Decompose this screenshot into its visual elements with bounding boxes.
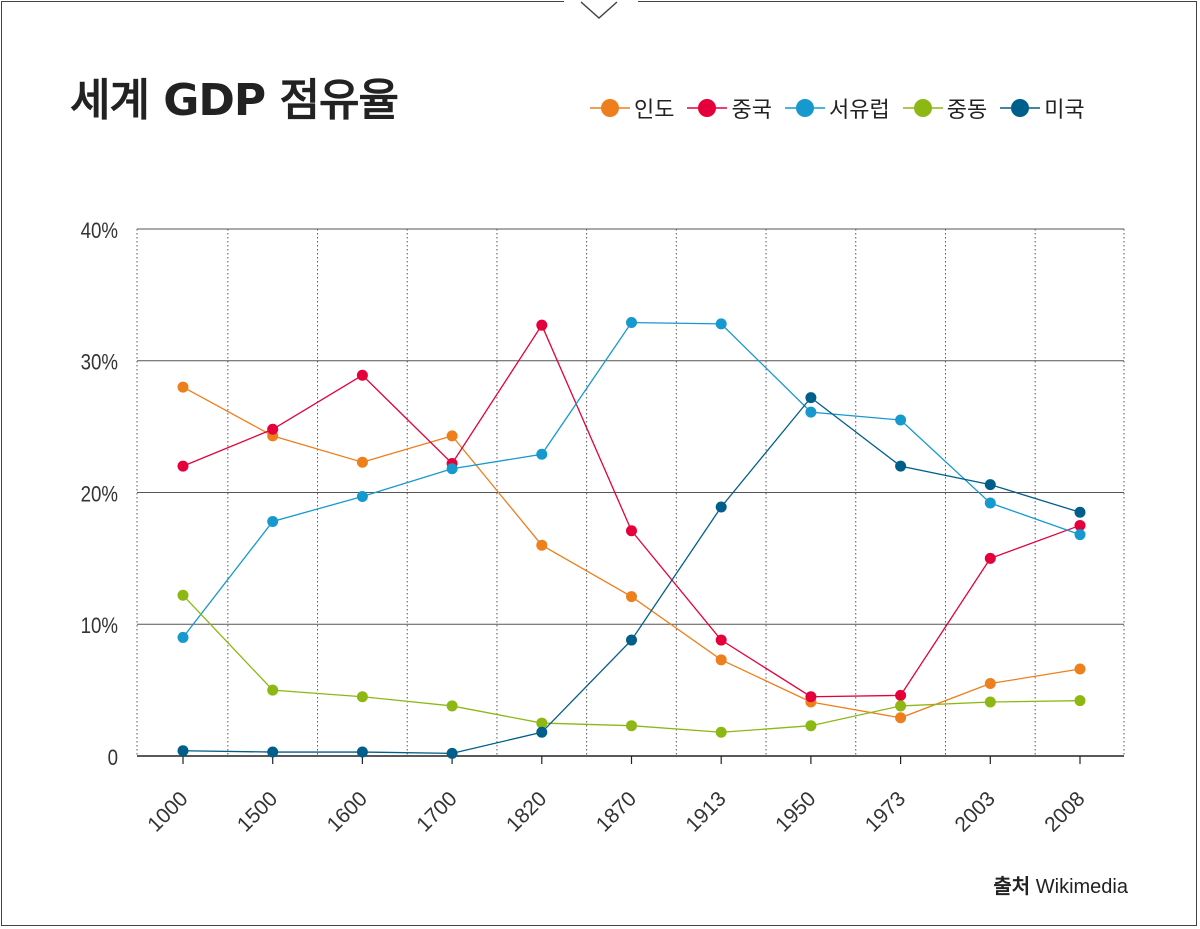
y-tick-label: 40% — [81, 220, 118, 244]
data-point — [356, 456, 368, 468]
x-tick-label: 1820 — [502, 787, 551, 836]
series-line — [182, 386, 1081, 719]
data-point — [446, 747, 458, 759]
data-point — [177, 589, 189, 601]
x-tick-label: 1973 — [861, 787, 910, 836]
data-point — [895, 460, 907, 472]
data-point — [536, 539, 548, 551]
data-point — [446, 463, 458, 475]
data-point — [626, 591, 637, 603]
x-tick-label: 1500 — [233, 787, 282, 836]
data-point — [1074, 519, 1086, 531]
data-point — [805, 406, 817, 418]
data-point — [895, 712, 907, 724]
data-point — [805, 392, 817, 404]
data-point — [356, 369, 368, 381]
legend-item: 인도 — [590, 92, 674, 124]
data-point — [895, 700, 907, 712]
legend-label: 중국 — [731, 98, 772, 123]
y-tick-label: 10% — [81, 615, 118, 639]
legend-swatch — [784, 99, 825, 117]
data-point — [536, 319, 548, 331]
data-point — [715, 501, 727, 513]
legend-label: 미국 — [1044, 98, 1085, 123]
legend-item: 서유럽 — [784, 92, 890, 124]
legend-label: 인도 — [634, 98, 675, 123]
data-point — [356, 691, 368, 703]
source-note: 출처 Wikimedia — [993, 870, 1128, 899]
data-point — [984, 552, 996, 564]
x-tick-label: 2003 — [951, 787, 1000, 836]
legend-swatch — [590, 99, 630, 117]
data-point — [536, 717, 548, 729]
data-point — [895, 414, 907, 426]
data-point — [984, 696, 996, 708]
data-point — [715, 318, 727, 330]
legend-swatch — [902, 99, 943, 117]
x-tick-label: 2008 — [1040, 787, 1089, 836]
legend-label: 중동 — [946, 98, 988, 123]
notch-gap — [564, 1, 638, 5]
data-point — [356, 746, 368, 758]
data-point — [715, 634, 727, 646]
data-point — [626, 720, 637, 732]
data-point — [1074, 695, 1086, 707]
source-value: Wikimedia — [1035, 876, 1128, 898]
data-point — [177, 381, 189, 393]
y-tick-label: 30% — [81, 351, 118, 375]
data-point — [356, 490, 368, 502]
data-point — [1074, 663, 1086, 675]
data-point — [984, 678, 996, 690]
series-line — [182, 594, 1081, 733]
data-point — [536, 726, 548, 738]
data-point — [805, 720, 817, 732]
data-point — [177, 745, 189, 757]
data-point — [536, 448, 548, 460]
data-point — [1074, 506, 1086, 518]
legend-item: 중국 — [687, 92, 772, 124]
x-tick-label: 1870 — [592, 787, 641, 836]
data-point — [715, 654, 727, 666]
y-tick-label: 20% — [81, 483, 118, 507]
data-point — [715, 726, 727, 738]
x-tick-label: 1700 — [412, 787, 461, 836]
data-point — [267, 515, 279, 527]
x-tick-label: 1000 — [143, 787, 192, 836]
x-tick-label: 1600 — [323, 787, 372, 836]
chart-title: 세계 GDP 점유율 — [70, 75, 399, 126]
legend-item: 중동 — [902, 92, 988, 124]
y-tick-label: 0 — [108, 747, 118, 771]
data-point — [267, 684, 279, 696]
legend-label: 서유럽 — [828, 98, 890, 123]
legend-swatch — [1000, 99, 1041, 117]
data-point — [626, 525, 637, 537]
data-point — [446, 430, 458, 442]
data-point — [626, 634, 637, 646]
data-point — [626, 317, 637, 329]
data-point — [267, 746, 279, 758]
legend-swatch — [687, 99, 728, 117]
x-tick-label: 1913 — [681, 787, 730, 836]
data-point — [895, 689, 907, 701]
data-point — [984, 497, 996, 509]
x-tick-label: 1950 — [771, 787, 820, 836]
data-point — [1074, 529, 1086, 541]
data-point — [177, 631, 189, 643]
data-point — [984, 479, 996, 491]
data-point — [805, 691, 817, 703]
legend-item: 미국 — [1000, 92, 1085, 124]
data-point — [446, 700, 458, 712]
chevron-down-icon — [580, 1, 618, 20]
data-point — [267, 423, 279, 435]
data-point — [177, 460, 189, 472]
chart-legend: 인도 중국 서유럽 중동 미국 — [590, 92, 1085, 124]
source-label: 출처 — [993, 874, 1031, 898]
